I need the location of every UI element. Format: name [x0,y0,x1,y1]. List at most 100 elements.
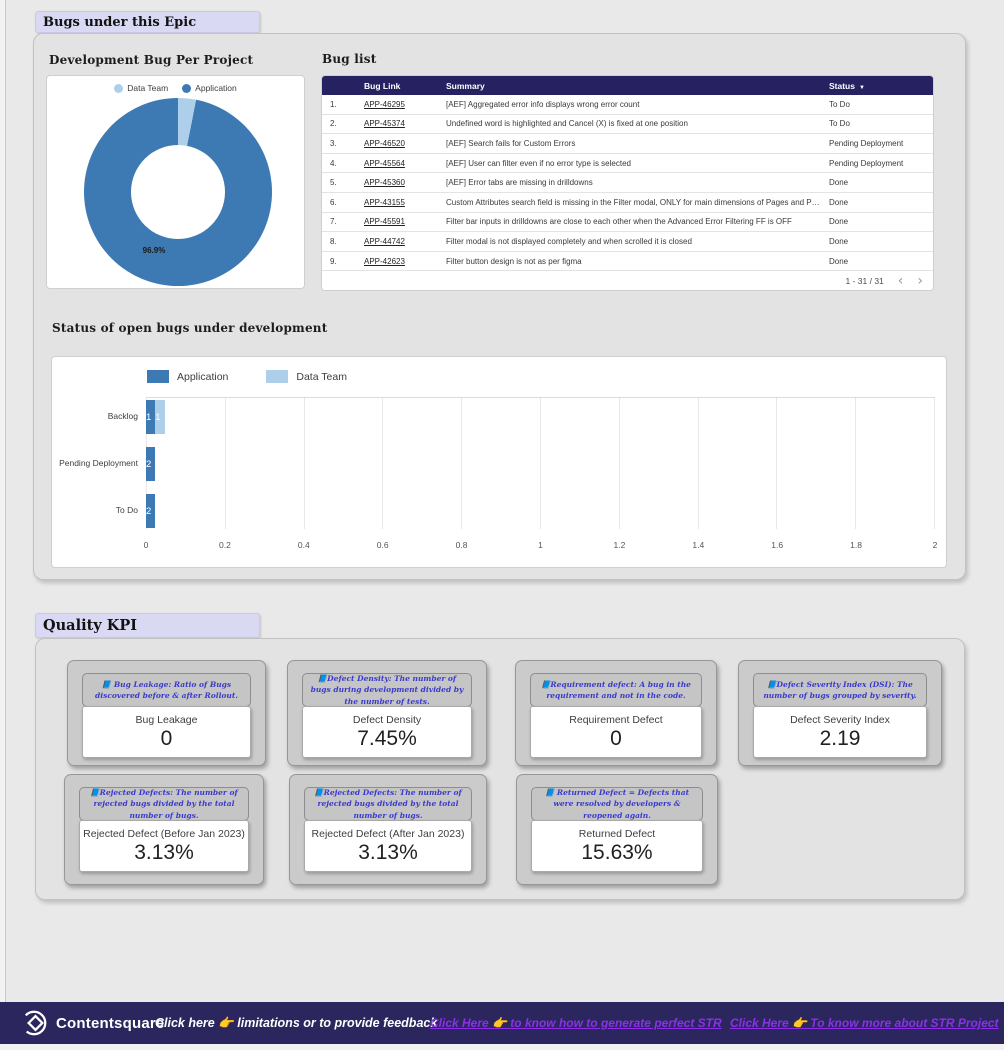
bug-summary: [AEF] Search fails for Custom Errors [446,138,576,148]
kpi-scorecard: Defect Density 7.45% [302,706,472,758]
kpi-scorecard: Defect Severity Index 2.19 [753,706,927,758]
bug-link[interactable]: APP-42623 [364,256,405,266]
kpi-value: 2.19 [819,726,861,750]
gridline [697,398,699,529]
bar-segment-application: 2 [146,447,156,481]
header-bug-link[interactable]: Bug Link [364,80,401,91]
bug-link[interactable]: APP-45360 [364,178,405,188]
gridline [224,398,226,529]
bug-link[interactable]: APP-44742 [364,236,405,246]
bug-table-body: 1. APP-46295 [AEF] Aggregated error info d… [322,95,933,272]
row-index: 3. [330,138,337,148]
bar-value-label: 2 [146,458,152,470]
gridline [303,398,305,529]
bug-table-header: Bug Link Summary Status ▼ [322,76,933,95]
footer-bar: Contentsquare Click here 👉 limitations o… [0,1002,1004,1044]
sort-desc-icon: ▼ [858,84,865,91]
feedback-link[interactable]: Click here 👉 limitations or to provide f… [155,1015,438,1030]
pagination-bar: 1 - 31 / 31 ‹ › [322,270,933,290]
table-row: 3. APP-46520 [AEF] Search fails for Custom… [322,134,933,154]
gridline [855,398,857,529]
kpi-label: Rejected Defect (After Jan 2023) [311,827,465,840]
bug-status: Pending Deployment [829,138,904,148]
bar-plot-area: 0 0.2 0.4 0.6 0.8 1 1.2 1.4 1.6 1.8 2 1 1 2 2 [144,397,937,550]
bar-segment-application: 2 [146,494,156,528]
bug-summary: [AEF] User can filter even if no error t… [446,158,631,168]
gridline [461,398,463,529]
x-axis-tick-label: 0.4 [297,540,310,550]
kpi-scorecard: Requirement Defect 0 [530,706,702,758]
table-row: 4. APP-45564 [AEF] User can filter even if… [322,153,933,174]
str-project-link[interactable]: Click Here 👉 To know more about STR Proj… [730,1016,999,1030]
kpi-card: 📘Defect Density: The number of bugs duri… [287,660,487,766]
data-team-legend-dot [114,83,124,93]
gridline [618,398,620,529]
donut-hole [131,145,225,239]
header-summary[interactable]: Summary [446,80,485,91]
bug-status: Done [829,197,849,207]
bug-status: To Do [829,119,850,129]
x-axis-tick-label: 1.6 [771,540,784,550]
bug-link[interactable]: APP-45564 [364,158,405,168]
x-axis-tick-label: 1.8 [850,540,863,550]
bug-link[interactable]: APP-46295 [364,99,405,109]
section-title-bugs: Bugs under this Epic [35,11,260,33]
kpi-tooltip: 📘 Bug Leakage: Ratio of Bugs discovered … [82,673,251,707]
x-axis-tick-label: 1.2 [613,540,626,550]
kpi-card: 📘Rejected Defects: The number of rejecte… [289,774,487,885]
application-legend-dot [182,83,192,93]
header-status[interactable]: Status ▼ [829,80,865,91]
bug-link[interactable]: APP-45591 [364,217,405,227]
gridline [382,398,384,529]
table-row: 6. APP-43155 Custom Attributes search fiel… [322,192,933,213]
kpi-card: 📘Rejected Defects: The number of rejecte… [64,774,264,885]
bug-link[interactable]: APP-46520 [364,138,405,148]
page-next-icon[interactable]: › [917,272,923,289]
bar-segment-application: 1 [146,400,156,434]
pagination-range: 1 - 31 / 31 [845,275,884,286]
donut-legend: Data Team Application [47,83,304,93]
str-guide-link[interactable]: Click Here 👉 to know how to generate per… [430,1016,722,1030]
legend-label: Application [195,83,237,93]
bar-category-label: To Do [115,505,138,515]
kpi-tooltip: 📘Defect Severity Index (DSI): The number… [753,673,927,707]
bug-summary: [AEF] Error tabs are missing in drilldow… [446,178,593,188]
bug-status: Pending Deployment [829,158,904,168]
table-row: 7. APP-45591 Filter bar inputs in drilldow… [322,212,933,233]
bug-summary: Custom Attributes search field is missin… [446,197,820,207]
bug-summary: Filter modal is not displayed completely… [446,236,692,246]
row-index: 7. [330,217,337,227]
row-index: 9. [330,256,337,266]
kpi-scorecard: Rejected Defect (After Jan 2023) 3.13% [304,820,472,872]
x-axis-tick-label: 0.6 [376,540,389,550]
kpi-label: Rejected Defect (Before Jan 2023) [83,827,245,840]
legend-item-data-team: Data Team [266,370,347,383]
bug-summary: Filter button design is not as per figma [446,256,582,266]
kpi-label: Requirement Defect [569,713,663,726]
application-legend-swatch [147,370,169,383]
kpi-scorecard: Returned Defect 15.63% [531,820,703,872]
kpi-card: 📘 Returned Defect = Defects that were re… [516,774,718,885]
bar-row: 2 [146,447,156,481]
bug-status: Done [829,236,849,246]
bug-status: Done [829,256,849,266]
gridline [934,398,935,529]
page-prev-icon[interactable]: ‹ [897,272,904,289]
legend-item-data-team: Data Team [114,83,168,93]
kpi-tooltip: 📘Requirement defect: A bug in the requir… [530,673,702,707]
row-index: 6. [330,197,337,207]
bug-link[interactable]: APP-45374 [364,119,405,129]
donut-slice-label: 96.9% [142,246,166,255]
legend-item-application: Application [147,370,228,383]
legend-item-application: Application [182,83,237,93]
donut-chart [84,98,272,286]
bar-row: 2 [146,494,156,528]
bug-link[interactable]: APP-43155 [364,197,405,207]
kpi-value: 3.13% [134,840,194,864]
bar-value-label: 2 [146,505,152,517]
bar-legend: Application Data Team [147,370,347,383]
row-index: 2. [330,119,337,129]
kpi-label: Bug Leakage [135,713,198,726]
bug-list-card: Bug Link Summary Status ▼ 1. APP-46295 [AEF… [321,75,934,291]
